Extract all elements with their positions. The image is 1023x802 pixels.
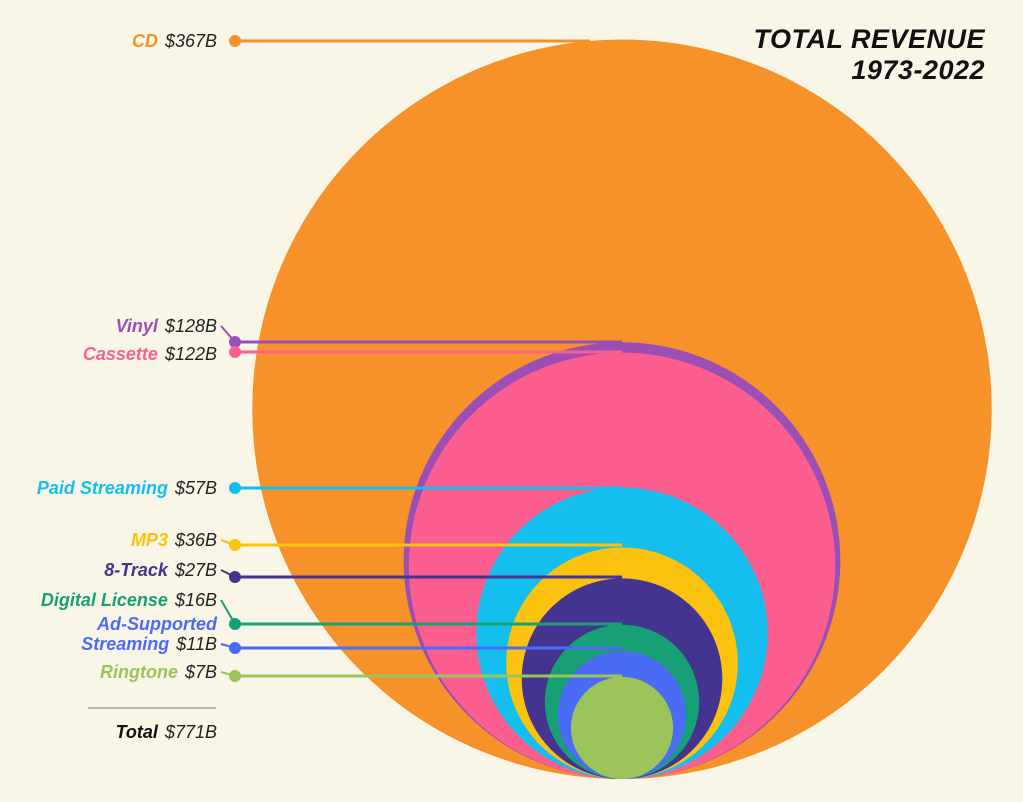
series-name: 8-Track [104, 560, 168, 580]
series-label: CD $367B [132, 31, 217, 51]
series-value: $36B [174, 530, 217, 550]
leader-dot [229, 618, 241, 630]
series-label: Cassette $122B [83, 344, 217, 364]
series-label: Digital License $16B [41, 590, 217, 610]
series-name: CD [131, 31, 158, 51]
series-value: $27B [174, 560, 217, 580]
series-name: Ad-Supported Streaming [81, 614, 217, 654]
series-name: Digital License [40, 590, 168, 610]
series-value: $367B [164, 31, 217, 51]
series-value: $16B [174, 590, 217, 610]
chart-title: TOTAL REVENUE 1973-2022 [753, 24, 985, 86]
series-label: MP3 $36B [131, 530, 217, 550]
leader-dot [229, 336, 241, 348]
series-label: Paid Streaming $57B [37, 478, 217, 498]
total-name: Total [115, 722, 158, 742]
series-value: $128B [164, 316, 217, 336]
leader-dot [229, 571, 241, 583]
subtitle-text: 1973-2022 [851, 55, 985, 85]
leader-dot [229, 482, 241, 494]
series-value: $57B [174, 478, 217, 498]
series-value: $7B [184, 662, 217, 682]
series-label: Vinyl $128B [116, 316, 217, 336]
series-label: Ringtone $7B [100, 662, 217, 682]
series-value: $122B [164, 344, 217, 364]
leader-dot [229, 670, 241, 682]
series-name: Paid Streaming [36, 478, 168, 498]
leader-dot [229, 35, 241, 47]
series-name: MP3 [130, 530, 168, 550]
total-label: Total $771B [116, 722, 217, 742]
leader-dot [229, 539, 241, 551]
series-label: Ad-Supported Streaming $11B [47, 614, 217, 654]
title-text: TOTAL REVENUE [753, 24, 985, 54]
leader-dot [229, 346, 241, 358]
series-value: $11B [176, 634, 217, 654]
series-name: Ringtone [99, 662, 178, 682]
leader-dot [229, 642, 241, 654]
bubble-ringtone [570, 676, 674, 779]
series-name: Vinyl [115, 316, 158, 336]
series-name: Cassette [82, 344, 158, 364]
total-value: $771B [164, 722, 217, 742]
series-label: 8-Track $27B [104, 560, 217, 580]
